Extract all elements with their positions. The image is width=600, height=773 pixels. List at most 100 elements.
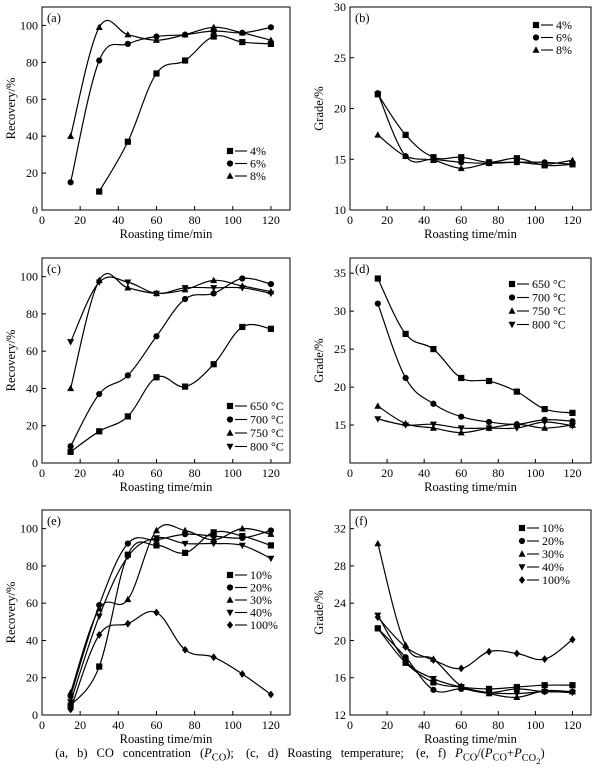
x-tick-label: 60 [150, 718, 162, 732]
y-tick-label: 0 [32, 456, 38, 470]
data-point [67, 384, 75, 392]
legend-marker [226, 147, 234, 155]
x-tick-label: 0 [39, 718, 45, 732]
x-tick-label: 80 [189, 718, 201, 732]
data-point [267, 527, 275, 534]
legend-marker [226, 402, 234, 410]
legend-marker [226, 416, 234, 423]
y-tick-label: 40 [26, 381, 38, 395]
series-0 [67, 323, 275, 455]
series-line [377, 614, 573, 695]
legend-marker [518, 537, 526, 545]
data-point [430, 686, 437, 693]
legend-entry: 40% [250, 606, 272, 620]
series-0 [96, 33, 275, 195]
data-point [457, 425, 465, 432]
data-point [541, 655, 548, 663]
x-tick-label: 120 [563, 466, 581, 480]
data-point [67, 179, 74, 186]
data-point [67, 339, 75, 346]
legend-marker [508, 280, 516, 288]
data-point [181, 526, 189, 534]
y-tick-label: 25 [334, 342, 346, 356]
legend: 10%20%30%40%100% [518, 521, 570, 587]
data-point [239, 534, 246, 542]
data-point [402, 330, 409, 338]
data-point [568, 156, 576, 163]
legend-entry: 4% [250, 144, 266, 158]
x-tick-label: 80 [492, 466, 504, 480]
legend-marker [226, 429, 234, 436]
caption-part-ab: (a, b) CO concentration (PCO); [55, 746, 234, 764]
panel-b: 0 20 40 60 80 100 120 10 15 20 25 30 Roasting time/m… [312, 0, 592, 241]
data-point [541, 424, 549, 431]
data-point [181, 645, 189, 654]
y-tick-label: 35 [334, 266, 346, 280]
legend: 10%20%30%40%100% [226, 568, 278, 632]
series-3 [67, 535, 275, 706]
y-tick-label: 60 [26, 344, 38, 358]
data-point [67, 688, 75, 696]
x-tick-label: 60 [150, 466, 162, 480]
series-line [377, 418, 573, 430]
data-point [210, 33, 217, 40]
y-tick-label: 60 [26, 596, 38, 610]
data-point [513, 685, 520, 693]
x-tick-label: 120 [262, 466, 280, 480]
x-tick-label: 0 [347, 466, 353, 480]
y-tick-label: 100 [20, 270, 38, 284]
x-tick-label: 60 [455, 466, 467, 480]
data-point [568, 689, 576, 697]
data-point [485, 377, 493, 385]
y-tick-label: 20 [334, 380, 346, 394]
legend-marker [226, 621, 234, 629]
legend-marker [518, 550, 526, 557]
data-point [457, 164, 465, 172]
series-line [70, 277, 272, 447]
data-point [374, 275, 381, 282]
data-point [124, 553, 132, 561]
x-tick-label: 40 [418, 213, 430, 227]
data-point [152, 526, 160, 534]
y-axis-label: Grade/% [312, 590, 326, 634]
data-point [402, 643, 409, 651]
data-point [267, 530, 275, 537]
data-point [513, 155, 520, 162]
panel-label: (a) [47, 11, 61, 25]
x-tick-label: 40 [112, 718, 124, 732]
series-line [70, 26, 272, 183]
data-point [239, 275, 246, 282]
data-point [153, 333, 160, 340]
data-point [458, 159, 465, 166]
data-point [67, 705, 74, 714]
x-tick-label: 40 [418, 466, 430, 480]
plot-frame [349, 257, 592, 464]
data-point [67, 443, 74, 450]
y-tick-label: 20 [334, 633, 346, 647]
y-tick-label: 20 [334, 102, 346, 116]
data-point [429, 675, 437, 683]
legend-marker [518, 524, 526, 532]
data-point [485, 159, 493, 167]
data-point [96, 663, 103, 670]
legend-entry: 800 °C [532, 318, 566, 332]
data-point [95, 279, 103, 286]
data-point [181, 295, 189, 303]
panel-label: (b) [355, 11, 370, 25]
data-point [124, 138, 131, 145]
legend-entry: 20% [250, 581, 272, 595]
series-0 [374, 275, 576, 416]
series-1 [67, 24, 275, 186]
caption-part-ef: (e, f) PCO/(PCO+PCO2) [416, 746, 545, 766]
legend-marker [508, 321, 516, 329]
x-tick-label: 100 [526, 718, 544, 732]
x-tick-label: 20 [74, 213, 86, 227]
data-point [458, 374, 465, 382]
data-point [513, 388, 520, 395]
legend-entry: 40% [542, 560, 564, 574]
data-point [402, 131, 409, 138]
data-point [238, 524, 246, 532]
y-tick-label: 20 [26, 671, 38, 685]
data-point [238, 285, 246, 292]
x-tick-label: 0 [39, 466, 45, 480]
